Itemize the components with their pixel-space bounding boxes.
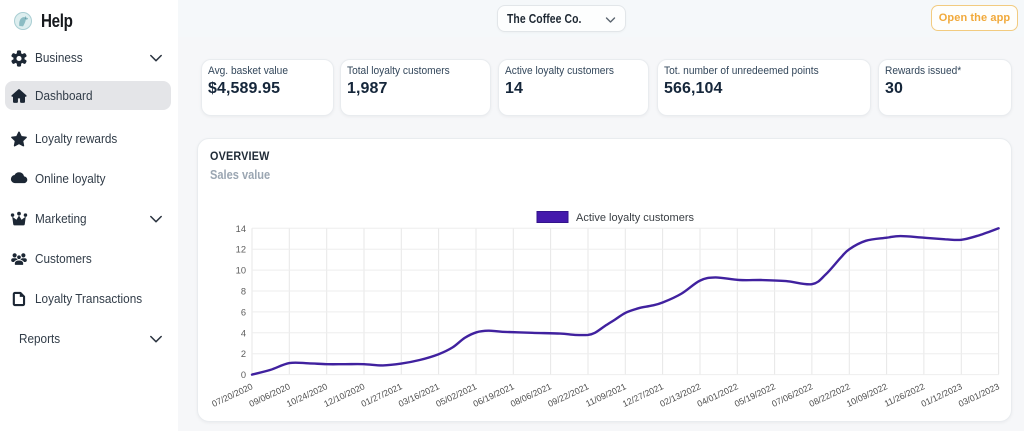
svg-text:10: 10 [236,266,246,276]
svg-text:02/13/2022: 02/13/2022 [658,381,702,409]
svg-text:08/06/2021: 08/06/2021 [509,381,553,409]
svg-text:12: 12 [236,245,246,255]
svg-text:4: 4 [241,328,246,338]
svg-text:10/24/2020: 10/24/2020 [285,381,329,409]
svg-text:06/19/2021: 06/19/2021 [472,381,516,409]
svg-text:12/27/2021: 12/27/2021 [621,381,665,409]
svg-text:08/22/2022: 08/22/2022 [808,381,852,409]
svg-text:11/26/2022: 11/26/2022 [883,381,927,408]
svg-text:12/10/2020: 12/10/2020 [322,381,366,409]
svg-text:05/19/2022: 05/19/2022 [733,381,777,409]
svg-text:Active loyalty customers: Active loyalty customers [576,212,694,224]
svg-text:2: 2 [241,349,246,359]
svg-text:09/06/2020: 09/06/2020 [248,381,292,409]
svg-text:09/22/2021: 09/22/2021 [546,381,590,409]
svg-text:03/01/2023: 03/01/2023 [957,381,1001,409]
svg-text:8: 8 [241,287,246,297]
svg-text:01/12/2023: 01/12/2023 [920,381,964,409]
svg-text:07/06/2022: 07/06/2022 [770,381,814,409]
svg-text:6: 6 [241,307,246,317]
svg-text:04/01/2022: 04/01/2022 [696,381,740,409]
svg-text:07/20/2020: 07/20/2020 [210,381,254,409]
svg-text:11/09/2021: 11/09/2021 [584,381,628,408]
svg-text:05/02/2021: 05/02/2021 [434,381,478,409]
svg-text:14: 14 [236,224,246,234]
svg-text:03/16/2021: 03/16/2021 [397,381,441,409]
svg-text:01/27/2021: 01/27/2021 [360,381,404,409]
svg-text:0: 0 [241,370,246,380]
svg-text:10/09/2022: 10/09/2022 [845,381,889,409]
